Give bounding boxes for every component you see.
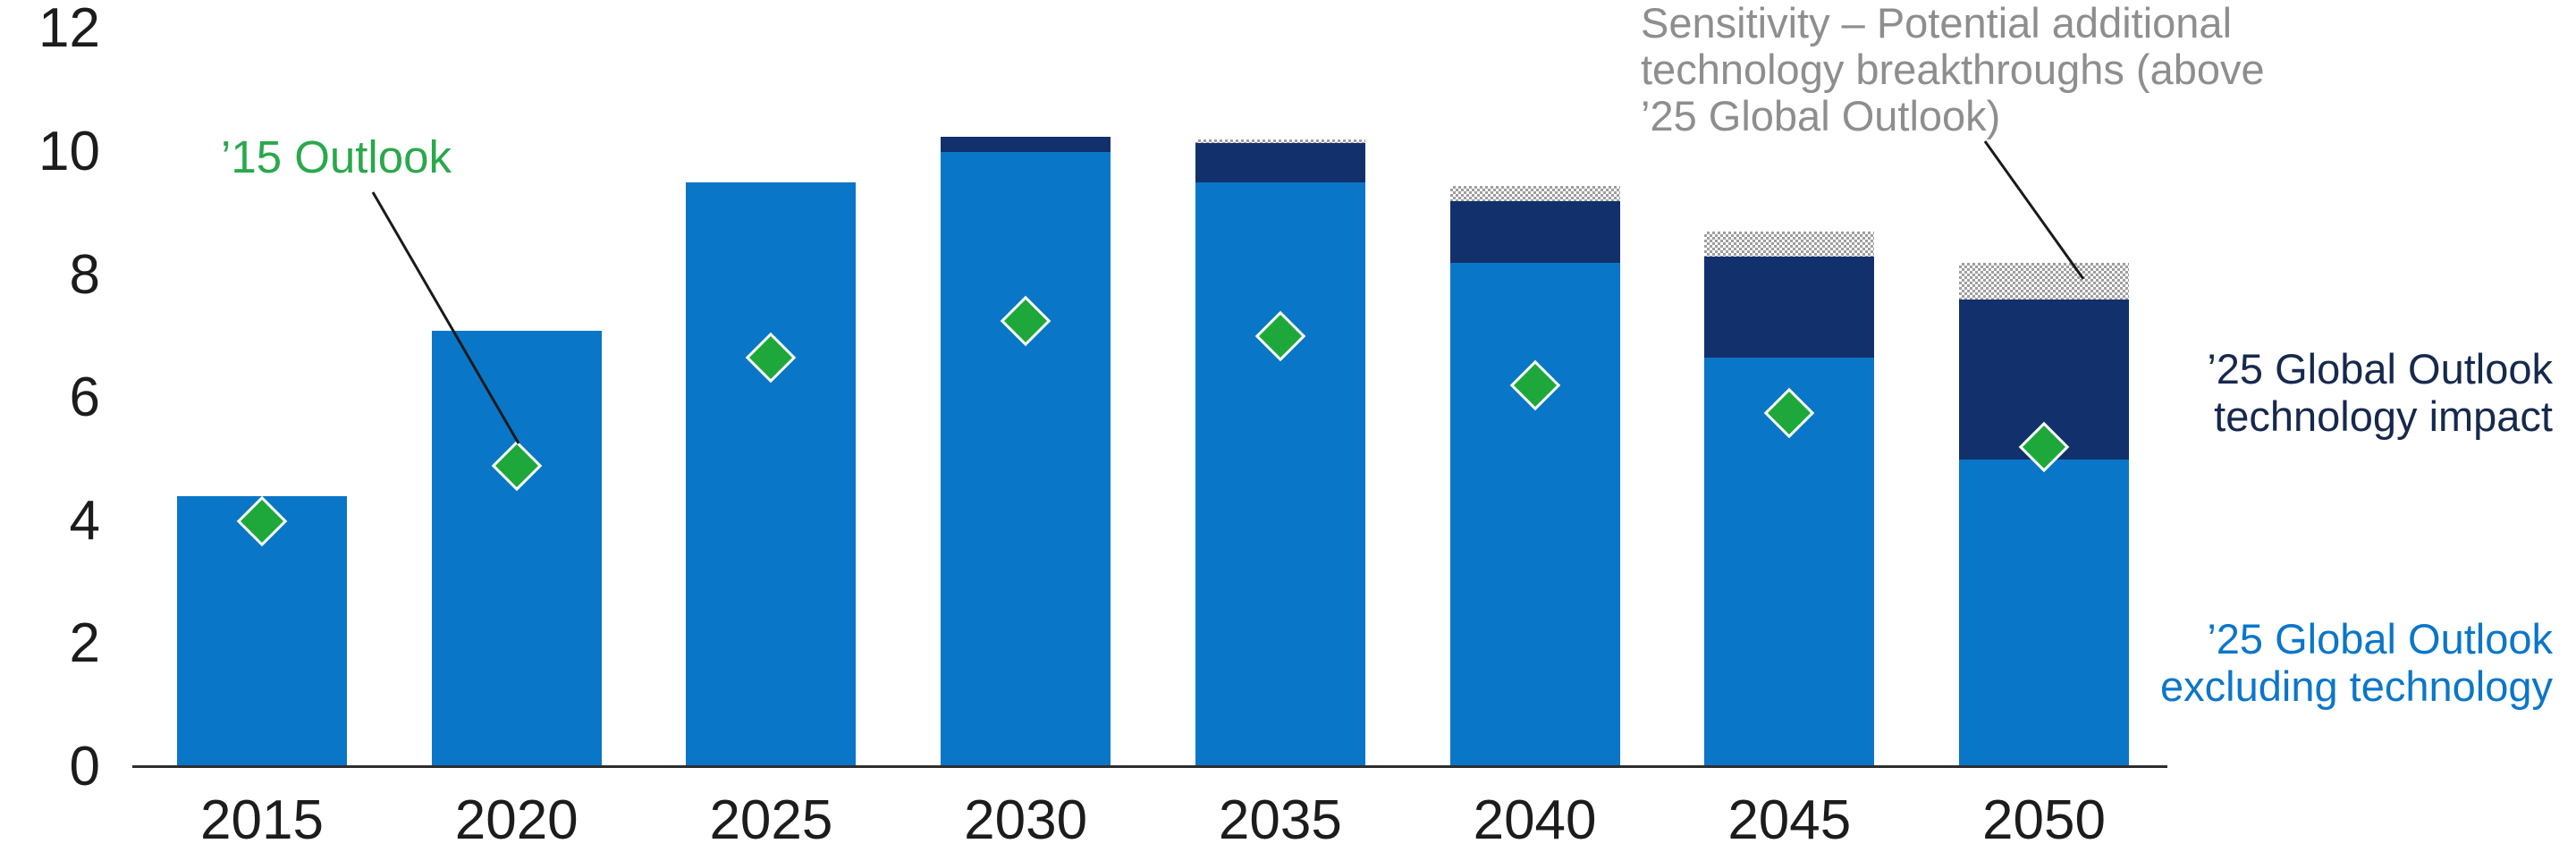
- x-tick-label-2040: 2040: [1473, 789, 1597, 851]
- bar-segment-2040-series0: [1449, 262, 1620, 767]
- bar-segment-2045-series1: [1704, 256, 1875, 359]
- bar-segment-2050-series2: [1958, 262, 2129, 300]
- bar-segment-2030-series0: [941, 152, 1111, 767]
- bar-segment-2045-series2: [1704, 232, 1875, 257]
- x-axis-line: [132, 765, 2167, 768]
- bar-segment-2035-series1: [1195, 142, 1365, 183]
- tech-impact-label: ’25 Global Outlook technology impact: [2207, 345, 2553, 440]
- y-tick-label-8: 8: [69, 243, 100, 306]
- sensitivity-label-line3: ’25 Global Outlook): [1641, 92, 2001, 139]
- x-tick-label-2045: 2045: [1727, 789, 1852, 851]
- bar-segment-2050-series0: [1958, 460, 2129, 767]
- x-tick-label-2015: 2015: [200, 789, 324, 851]
- bar-segment-2035-series2: [1195, 139, 1365, 143]
- x-tick-label-2025: 2025: [709, 789, 833, 851]
- bar-segment-2040-series2: [1449, 185, 1620, 202]
- x-tick-label-2050: 2050: [1982, 789, 2106, 851]
- excl-tech-label-line2: excluding technology: [2160, 662, 2553, 710]
- sensitivity-label: Sensitivity – Potential additional techn…: [1641, 0, 2265, 139]
- sensitivity-leader-line: [1983, 140, 2085, 280]
- sensitivity-label-line2: technology breakthroughs (above: [1641, 46, 2265, 93]
- bar-segment-2040-series1: [1449, 201, 1620, 263]
- y-tick-label-0: 0: [69, 736, 100, 797]
- sensitivity-label-line1: Sensitivity – Potential additional: [1641, 0, 2233, 46]
- x-tick-label-2030: 2030: [964, 789, 1088, 851]
- x-tick-label-2035: 2035: [1218, 789, 1342, 851]
- bar-segment-2020-series0: [431, 330, 602, 767]
- y-tick-label-12: 12: [38, 0, 100, 60]
- excl-tech-label-line1: ’25 Global Outlook: [2207, 615, 2553, 662]
- x-tick-label-2020: 2020: [454, 789, 579, 851]
- excl-tech-label: ’25 Global Outlook excluding technology: [2160, 615, 2553, 710]
- tech-impact-label-line2: technology impact: [2214, 392, 2553, 440]
- bar-segment-2035-series0: [1195, 182, 1365, 767]
- bar-segment-2030-series1: [941, 136, 1111, 152]
- tech-impact-label-line1: ’25 Global Outlook: [2207, 345, 2553, 392]
- y-tick-label-4: 4: [69, 489, 100, 552]
- outlook15-label-text: ’15 Outlook: [221, 131, 452, 182]
- outlook15-label: ’15 Outlook: [221, 132, 452, 182]
- y-tick-label-6: 6: [69, 367, 100, 429]
- bar-segment-2025-series0: [686, 182, 857, 767]
- y-tick-label-10: 10: [38, 121, 100, 182]
- y-tick-label-2: 2: [69, 612, 100, 675]
